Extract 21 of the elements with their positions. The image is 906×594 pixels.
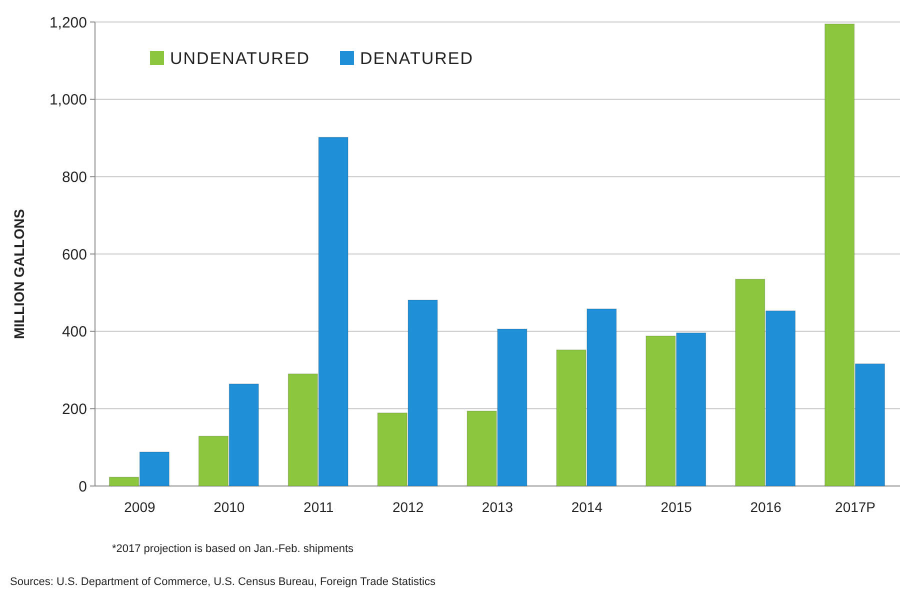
legend-label: DENATURED <box>360 48 474 68</box>
x-tick-label: 2012 <box>392 499 424 515</box>
legend-label: UNDENATURED <box>170 48 310 68</box>
y-tick-label: 1,000 <box>49 92 87 109</box>
x-tick-label: 2009 <box>124 499 156 515</box>
source-note: Sources: U.S. Department of Commerce, U.S. Census Bureau, Foreign Trade Statistics <box>10 576 436 588</box>
y-tick-label: 800 <box>62 168 87 186</box>
x-tick-label: 2010 <box>214 499 245 515</box>
y-axis-title: MILLION GALLONS <box>11 209 27 339</box>
x-tick-label: 2016 <box>750 499 782 515</box>
text: *2017 projection is based on Jan.-Feb. shipments <box>112 543 354 555</box>
y-tick-label: 1,200 <box>49 14 87 32</box>
x-tick-label: 2014 <box>571 499 603 515</box>
y-tick-label: 400 <box>62 324 87 341</box>
x-tick-label: 2013 <box>482 499 514 515</box>
y-tick-label: 0 <box>78 478 87 496</box>
x-tick-label: 2015 <box>660 499 692 515</box>
y-tick-label: 600 <box>62 246 87 264</box>
x-tick-label: 2011 <box>304 499 334 515</box>
x-tick-label: 2017P <box>835 499 876 515</box>
y-tick-label: 200 <box>62 400 87 418</box>
